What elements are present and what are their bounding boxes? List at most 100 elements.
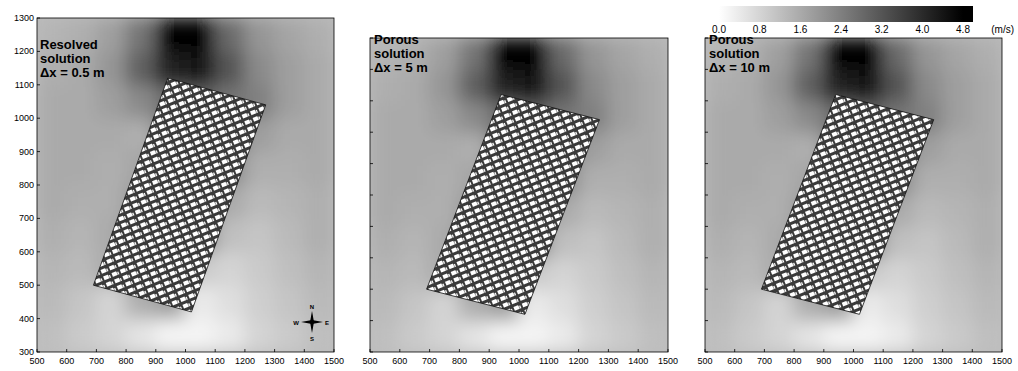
plot-area bbox=[370, 38, 668, 352]
cell bbox=[244, 251, 275, 285]
y-tick bbox=[370, 195, 373, 196]
cell bbox=[853, 320, 884, 352]
y-tick-label: 800 bbox=[19, 180, 34, 190]
cell bbox=[705, 257, 735, 289]
x-tick bbox=[155, 349, 156, 352]
cell bbox=[705, 132, 735, 164]
y-tick bbox=[370, 38, 373, 39]
y-tick bbox=[705, 195, 708, 196]
cell bbox=[638, 320, 668, 352]
cell bbox=[399, 163, 430, 195]
cell bbox=[764, 100, 795, 132]
cell bbox=[370, 195, 400, 227]
cell bbox=[304, 285, 334, 319]
subtitle: Δx = 0.5 m bbox=[40, 66, 110, 80]
x-tick-label: 1500 bbox=[658, 356, 678, 366]
cell bbox=[972, 100, 1002, 132]
district bbox=[761, 95, 933, 315]
district bbox=[93, 78, 265, 312]
cell bbox=[126, 51, 157, 85]
x-tick bbox=[705, 349, 706, 352]
cell bbox=[548, 289, 579, 321]
cell bbox=[370, 289, 400, 321]
cell bbox=[244, 285, 275, 319]
x-tick bbox=[66, 349, 67, 352]
x-tick bbox=[764, 349, 765, 352]
cell bbox=[548, 69, 579, 101]
cell bbox=[883, 320, 914, 352]
x-tick bbox=[548, 349, 549, 352]
x-tick-label: 1300 bbox=[265, 356, 285, 366]
cell bbox=[578, 226, 609, 258]
compass-label: E bbox=[325, 320, 329, 326]
cell bbox=[66, 318, 97, 352]
x-tick-label: 800 bbox=[452, 356, 467, 366]
cell bbox=[942, 132, 973, 164]
cell bbox=[912, 320, 943, 352]
cell bbox=[942, 38, 973, 70]
cell bbox=[215, 51, 246, 85]
x-tick-label: 1200 bbox=[903, 356, 923, 366]
x-tick bbox=[370, 349, 371, 352]
x-tick-label: 600 bbox=[392, 356, 407, 366]
cell bbox=[608, 163, 639, 195]
cell bbox=[638, 38, 668, 70]
cell bbox=[883, 289, 914, 321]
x-tick-label: 900 bbox=[482, 356, 497, 366]
y-tick bbox=[370, 69, 373, 70]
x-tick bbox=[459, 349, 460, 352]
x-tick-label: 700 bbox=[89, 356, 104, 366]
y-tick bbox=[705, 132, 708, 133]
cell bbox=[578, 38, 609, 70]
x-tick-label: 500 bbox=[29, 356, 44, 366]
cell bbox=[794, 320, 825, 352]
cell bbox=[734, 163, 765, 195]
cell bbox=[942, 257, 973, 289]
y-tick bbox=[370, 226, 373, 227]
y-tick bbox=[37, 352, 40, 353]
cell bbox=[578, 163, 609, 195]
cell bbox=[608, 132, 639, 164]
cell bbox=[705, 320, 735, 352]
cell bbox=[883, 69, 914, 101]
y-tick bbox=[705, 289, 708, 290]
cell bbox=[942, 226, 973, 258]
y-tick bbox=[705, 352, 708, 353]
x-tick-label: 1200 bbox=[235, 356, 255, 366]
title: Porous solution bbox=[374, 33, 444, 61]
velocity-field bbox=[370, 38, 668, 352]
cell bbox=[578, 69, 609, 101]
cell bbox=[972, 289, 1002, 321]
x-tick-label: 500 bbox=[697, 356, 712, 366]
cell bbox=[638, 289, 668, 321]
cell bbox=[608, 69, 639, 101]
y-tick bbox=[370, 320, 373, 321]
cell bbox=[274, 285, 305, 319]
x-tick bbox=[215, 349, 216, 352]
cell bbox=[578, 289, 609, 321]
y-tick bbox=[370, 289, 373, 290]
cell bbox=[972, 132, 1002, 164]
cell bbox=[608, 320, 639, 352]
cell bbox=[274, 318, 305, 352]
cell bbox=[304, 51, 334, 85]
cell bbox=[304, 151, 334, 185]
cell bbox=[37, 185, 67, 219]
cell bbox=[96, 318, 127, 352]
cell bbox=[519, 320, 550, 352]
cell bbox=[274, 251, 305, 285]
panel-title: Porous solutionΔx = 5 m bbox=[374, 33, 444, 75]
compass-label: S bbox=[310, 336, 314, 342]
y-tick bbox=[370, 132, 373, 133]
cell bbox=[608, 38, 639, 70]
compass-label: W bbox=[293, 320, 299, 326]
cell bbox=[185, 18, 216, 52]
cell bbox=[705, 100, 735, 132]
cell bbox=[638, 226, 668, 258]
x-tick bbox=[853, 349, 854, 352]
cell bbox=[883, 257, 914, 289]
cell bbox=[734, 100, 765, 132]
cell bbox=[942, 195, 973, 227]
x-tick-label: 600 bbox=[727, 356, 742, 366]
y-tick bbox=[705, 226, 708, 227]
